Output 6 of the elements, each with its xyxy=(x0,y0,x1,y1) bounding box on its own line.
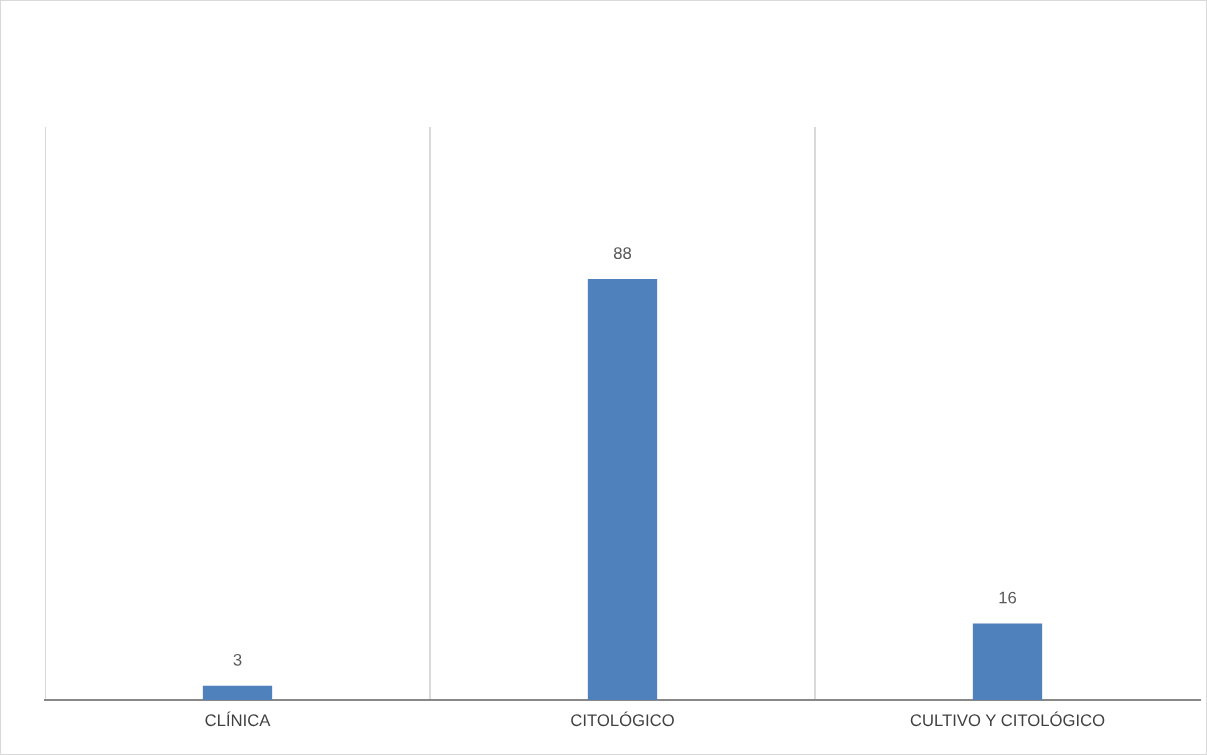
data-label: 3 xyxy=(233,653,242,666)
x-tick-label: CLÍNICA xyxy=(205,711,271,727)
data-label: 88 xyxy=(613,247,632,260)
x-tick-label: CITOLÓGICO xyxy=(571,711,674,727)
data-label: 16 xyxy=(999,591,1017,604)
x-tick-label: CULTIVO Y CITOLÓGICO xyxy=(910,711,1105,727)
